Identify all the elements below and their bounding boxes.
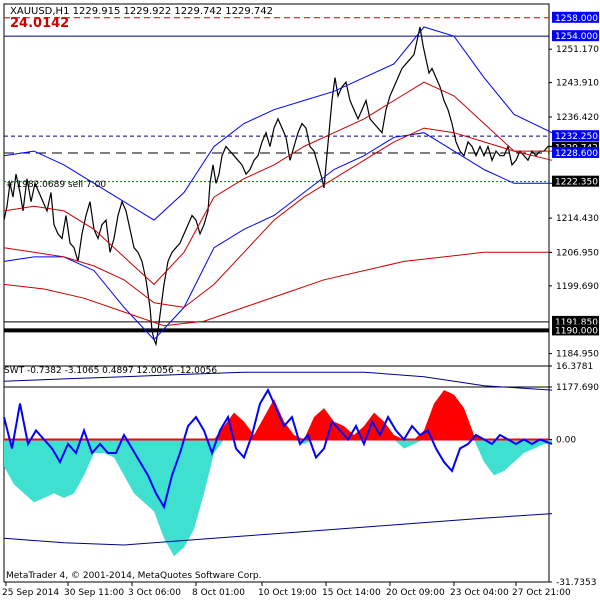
swt-y-tick-label-1: 0.00	[556, 436, 576, 446]
price-label-6: 1191.850	[555, 318, 598, 328]
swt-y-tick-label-2: -31.7353	[556, 578, 596, 588]
price-label-7: 1190.000	[555, 326, 598, 336]
x-tick-label-6: 20 Oct 09:00	[386, 588, 445, 598]
price-label-box-2	[552, 130, 599, 142]
x-tick-label-8: 27 Oct 21:00	[512, 588, 571, 598]
indicator-value: 24.0142	[10, 16, 69, 31]
main-price-panel: 1251.170 1243.910 1236.420 1214.430 1206.950…	[3, 3, 599, 393]
swt-negative-area	[4, 439, 552, 557]
x-tick-label-7: 23 Oct 04:00	[450, 588, 509, 598]
y-tick-label-1: 1243.910	[556, 79, 599, 89]
y-tick-label-5: 1199.690	[556, 282, 599, 292]
swt-envelope-0	[3, 371, 553, 391]
x-tick-label-2: 3 Oct 06:00	[128, 588, 181, 598]
symbol-header: XAUUSD,H1 1229.915 1229.922 1229.742 122…	[10, 6, 273, 17]
series-mid-band	[3, 81, 553, 286]
sub-panel-frame	[3, 365, 550, 583]
swt-header: SWT -0.7382 -3.1065 0.4897 12.0056 -12.0…	[4, 366, 217, 376]
price-label-0: 1258.000	[555, 14, 598, 24]
swt-y-tick-label-0: 16.3781	[556, 362, 593, 372]
x-tick-label-1: 30 Sep 11:00	[64, 588, 124, 598]
series-price	[3, 26, 552, 347]
x-tick-label-3: 8 Oct 01:00	[192, 588, 245, 598]
price-label-box-4	[552, 146, 599, 158]
time-axis: 25 Sep 2014 30 Sep 11:00 3 Oct 06:00 8 Oct …	[2, 582, 571, 598]
swt-indicator-panel: 16.3781 0.00 -31.7353	[3, 362, 596, 588]
swt-signal-line	[3, 387, 553, 510]
y-tick-label-7: 1177.690	[556, 383, 599, 393]
main-panel-frame	[3, 3, 550, 388]
price-label-box-6	[552, 315, 599, 327]
x-tick-label-0: 25 Sep 2014	[2, 588, 59, 598]
price-label-box-1	[552, 30, 599, 42]
series-lower-band	[3, 132, 552, 341]
x-tick-label-4: 10 Oct 19:00	[258, 588, 317, 598]
price-label-box-5	[552, 175, 599, 187]
y-tick-label-2: 1236.420	[556, 113, 599, 123]
trade-label: # 1982.0689 sell 7.00	[6, 180, 106, 190]
price-label-box-7	[552, 324, 599, 336]
price-label-2: 1232.250	[555, 132, 598, 142]
y-tick-label-4: 1206.950	[556, 248, 599, 258]
price-label-1: 1254.000	[555, 32, 598, 42]
series-upper-band	[3, 26, 553, 221]
price-label-5: 1222.350	[555, 178, 598, 188]
price-label-box-0	[552, 11, 599, 23]
series-ma-2	[3, 251, 552, 327]
price-label-4: 1228.600	[555, 149, 598, 159]
swt-envelope-1	[3, 513, 553, 546]
y-tick-label-0: 1251.170	[556, 45, 599, 55]
y-tick-label-6: 1184.950	[556, 350, 599, 360]
copyright-text: MetaTrader 4, © 2001-2014, MetaQuotes So…	[6, 571, 262, 581]
x-tick-label-5: 15 Oct 14:00	[322, 588, 381, 598]
series-ma-1	[3, 127, 552, 308]
y-tick-label-3: 1214.430	[556, 214, 599, 224]
